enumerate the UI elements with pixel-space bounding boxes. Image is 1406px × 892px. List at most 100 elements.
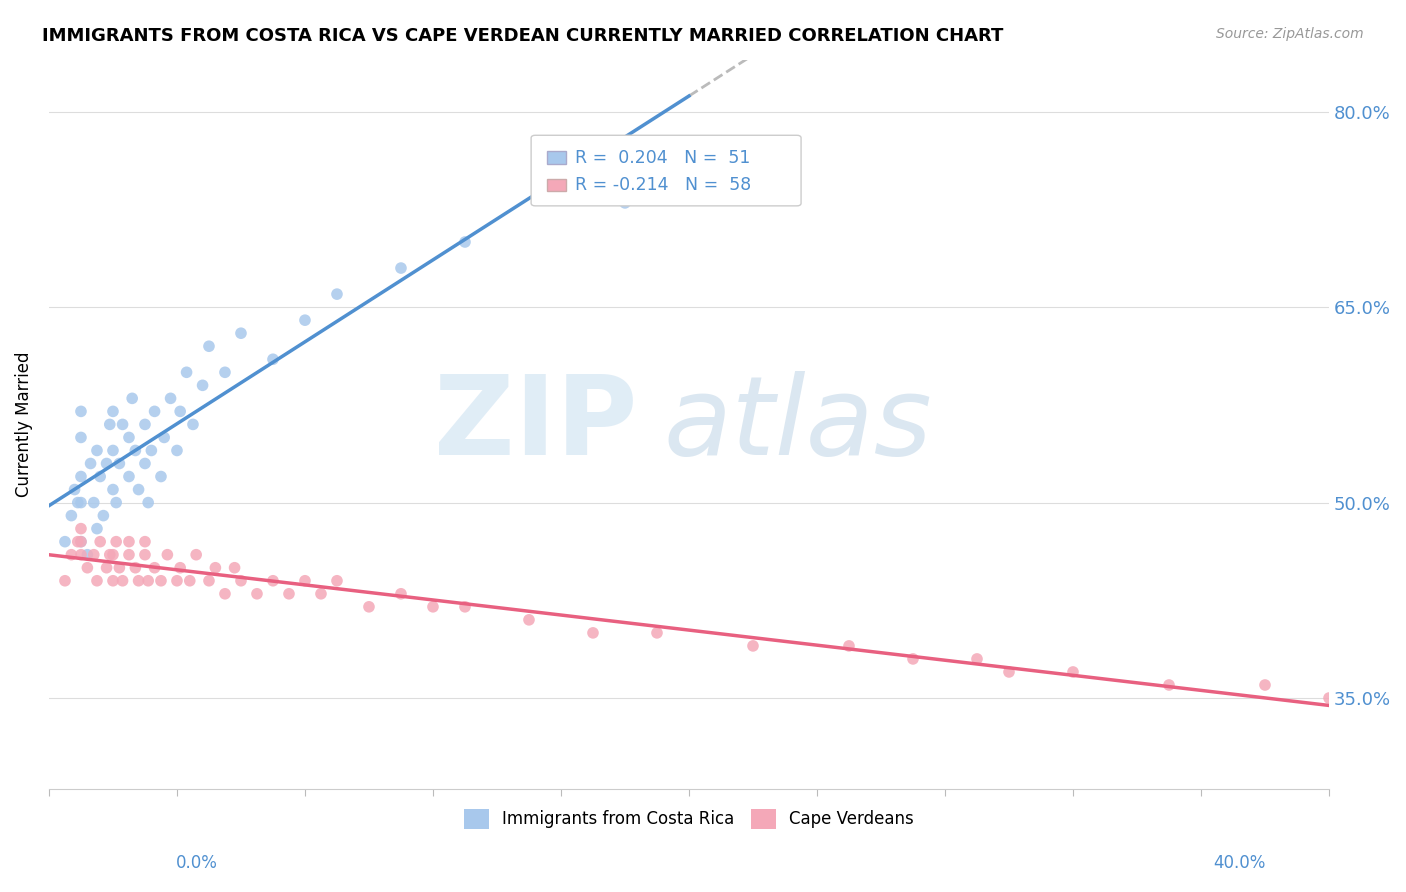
Point	[229, 326, 252, 341]
Text: atlas: atlas	[664, 371, 932, 478]
Point	[101, 443, 124, 458]
Point	[169, 560, 191, 574]
Point	[118, 534, 141, 549]
Point	[278, 587, 301, 601]
Point	[309, 587, 332, 601]
Point	[76, 548, 98, 562]
Point	[105, 495, 128, 509]
Point	[53, 574, 76, 588]
Point	[229, 574, 252, 588]
Point	[98, 417, 121, 432]
Point	[118, 469, 141, 483]
Point	[156, 548, 179, 562]
Point	[389, 261, 412, 276]
Point	[134, 548, 156, 562]
Point	[70, 404, 93, 418]
Point	[159, 392, 181, 406]
Point	[1317, 691, 1340, 706]
Point	[166, 443, 188, 458]
Point	[224, 560, 246, 574]
Text: ZIP: ZIP	[434, 371, 638, 478]
Point	[198, 574, 221, 588]
Point	[60, 508, 83, 523]
Point	[326, 287, 349, 301]
Point	[246, 587, 269, 601]
Point	[66, 495, 89, 509]
Point	[198, 339, 221, 353]
Point	[118, 430, 141, 444]
Point	[79, 457, 101, 471]
Point	[53, 534, 76, 549]
Point	[124, 443, 146, 458]
Point	[60, 548, 83, 562]
Point	[111, 417, 134, 432]
Legend: Immigrants from Costa Rica, Cape Verdeans: Immigrants from Costa Rica, Cape Verdean…	[457, 802, 921, 836]
Point	[1157, 678, 1180, 692]
Point	[134, 457, 156, 471]
Point	[742, 639, 765, 653]
Point	[108, 560, 131, 574]
Point	[70, 534, 93, 549]
Point	[111, 574, 134, 588]
Text: Source: ZipAtlas.com: Source: ZipAtlas.com	[1216, 27, 1364, 41]
Point	[108, 457, 131, 471]
Point	[66, 534, 89, 549]
Point	[118, 548, 141, 562]
Point	[89, 469, 111, 483]
Point	[166, 574, 188, 588]
Point	[262, 352, 284, 367]
Point	[136, 574, 159, 588]
Point	[141, 443, 163, 458]
Point	[134, 534, 156, 549]
Point	[214, 587, 236, 601]
Point	[128, 574, 150, 588]
Point	[153, 430, 176, 444]
Y-axis label: Currently Married: Currently Married	[15, 351, 32, 497]
Point	[101, 483, 124, 497]
Point	[83, 495, 105, 509]
Point	[294, 574, 316, 588]
Point	[169, 404, 191, 418]
Point	[143, 560, 166, 574]
Point	[1062, 665, 1084, 679]
Point	[357, 599, 380, 614]
Point	[136, 495, 159, 509]
Point	[101, 574, 124, 588]
Point	[86, 522, 108, 536]
Point	[96, 560, 118, 574]
Point	[86, 443, 108, 458]
Point	[262, 574, 284, 588]
Point	[70, 522, 93, 536]
Point	[582, 625, 605, 640]
Point	[838, 639, 860, 653]
Point	[96, 457, 118, 471]
Point	[70, 548, 93, 562]
Point	[101, 548, 124, 562]
Point	[76, 560, 98, 574]
Point	[128, 483, 150, 497]
Point	[214, 365, 236, 379]
Point	[93, 508, 115, 523]
Point	[181, 417, 204, 432]
Point	[901, 652, 924, 666]
Point	[98, 548, 121, 562]
Text: 0.0%: 0.0%	[176, 855, 218, 872]
Point	[179, 574, 201, 588]
Text: IMMIGRANTS FROM COSTA RICA VS CAPE VERDEAN CURRENTLY MARRIED CORRELATION CHART: IMMIGRANTS FROM COSTA RICA VS CAPE VERDE…	[42, 27, 1004, 45]
Point	[143, 404, 166, 418]
Point	[70, 469, 93, 483]
Point	[70, 534, 93, 549]
Point	[149, 469, 172, 483]
Text: R = -0.214   N =  58: R = -0.214 N = 58	[575, 176, 751, 194]
Point	[966, 652, 988, 666]
Text: R =  0.204   N =  51: R = 0.204 N = 51	[575, 149, 749, 167]
Point	[645, 625, 668, 640]
Point	[389, 587, 412, 601]
Point	[326, 574, 349, 588]
Point	[101, 404, 124, 418]
Point	[1254, 678, 1277, 692]
Point	[70, 495, 93, 509]
Point	[83, 548, 105, 562]
Point	[89, 534, 111, 549]
Text: 40.0%: 40.0%	[1213, 855, 1265, 872]
